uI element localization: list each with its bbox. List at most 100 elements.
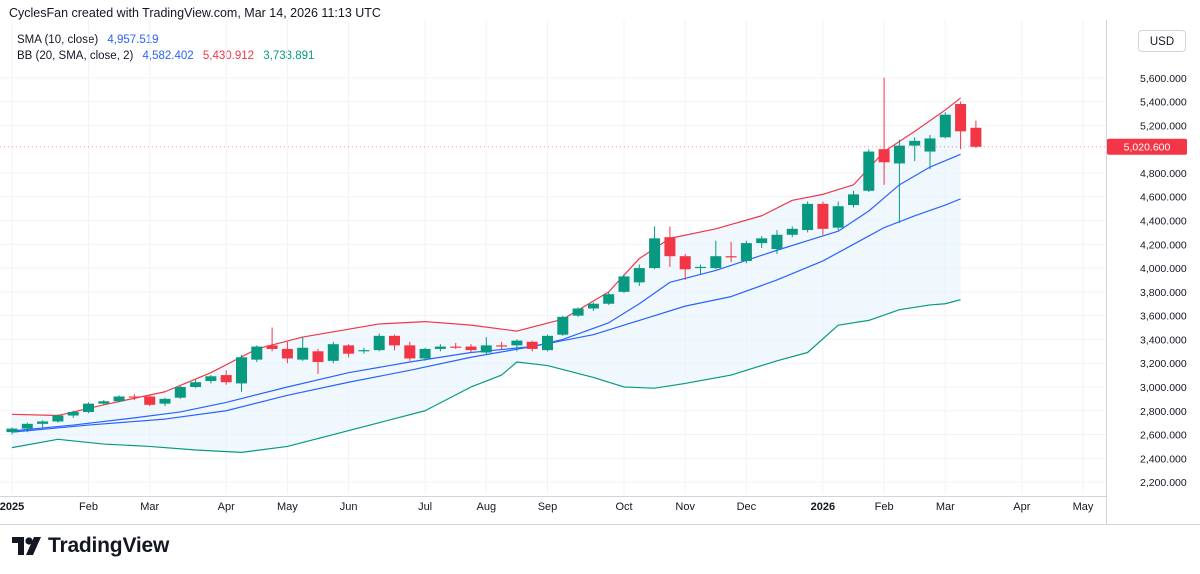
candle (664, 226, 676, 267)
candle-body (909, 140, 921, 146)
candle-body (786, 228, 798, 235)
candle (572, 307, 584, 317)
candle (389, 334, 400, 351)
candle-body (37, 421, 49, 424)
candle (526, 340, 538, 352)
candle-body (526, 341, 538, 349)
candle (21, 422, 33, 433)
candle (52, 414, 64, 423)
candle-body (450, 346, 462, 348)
candle-body (618, 276, 630, 292)
bb-legend-row[interactable]: BB (20, SMA, close, 2) 4,582.402 5,430.9… (17, 48, 320, 64)
x-tick-label: Nov (675, 501, 695, 513)
candle-body (633, 268, 645, 283)
x-tick-label: Mar (936, 501, 955, 513)
candle-body (21, 423, 33, 429)
bb-label: BB (20, SMA, close, 2) (17, 50, 134, 62)
candle (98, 400, 110, 405)
candle (786, 226, 798, 238)
sma-legend-row[interactable]: SMA (10, close) 4,957.519 (17, 32, 320, 48)
candle (633, 264, 645, 286)
y-tick-label: 5,400.000 (1140, 97, 1187, 109)
y-tick-label: 2,400.000 (1140, 453, 1187, 465)
x-tick-label: Aug (477, 501, 497, 513)
candle-body (955, 103, 967, 132)
x-tick-label: Feb (79, 501, 98, 513)
candle (557, 315, 569, 336)
candle-body (358, 350, 370, 352)
candle-body (893, 145, 905, 164)
candle (312, 348, 324, 374)
candle (236, 354, 247, 392)
candle-body (220, 375, 232, 383)
y-tick-label: 4,800.000 (1140, 168, 1187, 180)
candle-body (113, 396, 125, 402)
candle-body (83, 403, 94, 412)
candle-body (496, 345, 508, 347)
candle-body (679, 256, 691, 270)
candle-body (557, 316, 569, 335)
candle-body (281, 348, 293, 359)
candle-body (832, 206, 844, 228)
candle-body (740, 243, 752, 261)
tradingview-logo[interactable]: TradingView (12, 534, 169, 558)
candles (6, 77, 982, 435)
candle (251, 345, 263, 363)
x-tick-label: May (277, 501, 298, 513)
y-tick-label: 3,600.000 (1140, 311, 1187, 323)
candle (465, 344, 477, 353)
candle-body (312, 351, 324, 363)
x-tick-label: Jul (418, 501, 432, 513)
candle (817, 201, 829, 235)
candle (679, 253, 691, 280)
candle-body (649, 238, 661, 269)
candle (710, 240, 722, 270)
candle (893, 139, 905, 223)
candle (67, 410, 79, 418)
candle (6, 427, 18, 435)
candle-body (939, 114, 951, 138)
candle-body (863, 151, 875, 191)
candle-body (327, 344, 339, 361)
y-tick-label: 4,600.000 (1140, 192, 1187, 204)
candle (618, 274, 630, 294)
candle (832, 201, 844, 231)
candle (419, 347, 431, 361)
currency-button[interactable]: USD (1138, 30, 1186, 52)
candle (144, 395, 156, 407)
candle-body (878, 149, 890, 163)
x-tick-label: Sep (538, 501, 558, 513)
indicator-legend: SMA (10, close) 4,957.519 BB (20, SMA, c… (17, 32, 320, 64)
bb-basis-line (11, 198, 961, 433)
y-tick-label: 3,000.000 (1140, 382, 1187, 394)
candle (373, 333, 385, 352)
candle (358, 347, 370, 354)
x-tick-label: 2025 (0, 501, 24, 513)
candle-body (480, 345, 492, 353)
candle-body (174, 386, 186, 398)
candle (955, 101, 967, 150)
y-tick-label: 3,400.000 (1140, 334, 1187, 346)
candle (649, 226, 661, 270)
candle (603, 291, 615, 305)
candle (863, 149, 875, 192)
candle-body (419, 348, 431, 359)
candle (848, 190, 859, 208)
candle-body (98, 401, 110, 404)
sma-value: 4,957.519 (107, 34, 159, 46)
sma-label: SMA (10, close) (17, 34, 99, 46)
candle-body (52, 415, 64, 422)
bb-lower-line (11, 299, 961, 453)
bb-basis-value: 4,582.402 (142, 50, 194, 62)
candle-body (802, 203, 814, 231)
candle-body (159, 398, 171, 404)
candle-body (542, 335, 553, 351)
last-price-label: 5,020.600 (1124, 142, 1171, 154)
candle (190, 379, 202, 389)
x-tick-label: Mar (140, 501, 159, 513)
candle-body (144, 396, 156, 405)
candle (297, 337, 309, 361)
candle (159, 397, 171, 407)
candle-body (434, 346, 446, 349)
